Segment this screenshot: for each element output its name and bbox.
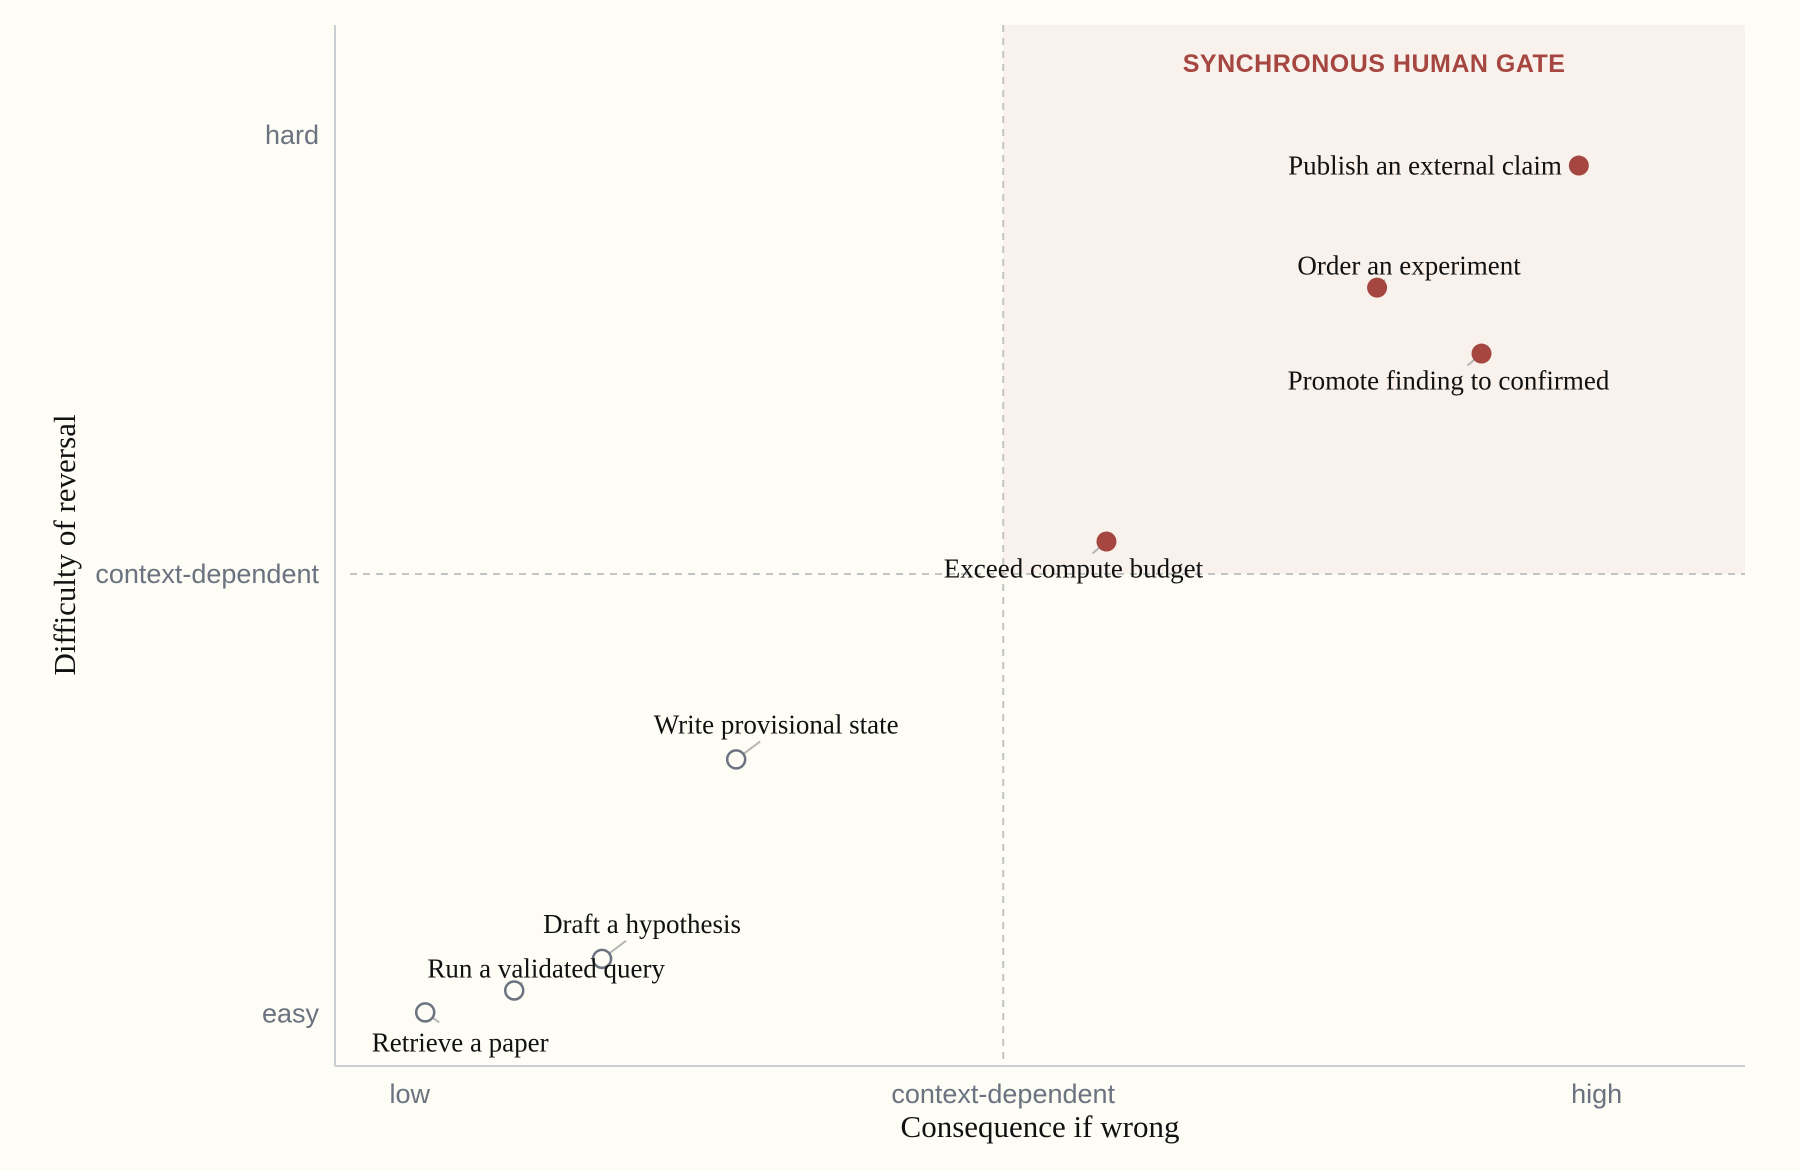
gated-point [1096,531,1117,552]
point-label: Exceed compute budget [944,554,1204,584]
gate-region-layer: SYNCHRONOUS HUMAN GATE [1003,25,1745,575]
threshold-lines [350,25,1745,1066]
gated-point [1471,343,1492,364]
data-points [414,155,1589,1023]
x-tick-label: context-dependent [891,1079,1115,1109]
x-axis-title: Consequence if wrong [901,1109,1180,1144]
ungated-point [503,980,525,1001]
y-axis-title: Difficulty of reversal [47,414,82,675]
point-label: Promote finding to confirmed [1288,366,1610,396]
ungated-point [591,948,613,970]
point-label: Retrieve a paper [372,1027,549,1057]
point-label: Run a validated query [427,953,665,983]
point-label: Order an experiment [1297,251,1521,281]
ungated-point [725,749,747,770]
point-label: Write provisional state [654,709,899,739]
y-tick-label: hard [265,120,319,150]
ungated-point [414,1002,436,1023]
x-tick-label: high [1571,1079,1622,1109]
gated-point [1568,155,1589,176]
gate-region [1003,25,1745,575]
y-tick-label: context-dependent [95,559,319,589]
point-label: Publish an external claim [1288,151,1562,181]
point-label: Draft a hypothesis [543,909,741,939]
y-tick-label: easy [262,998,320,1028]
axes [334,25,1745,1067]
gated-point [1367,277,1388,298]
x-tick-label: low [390,1079,431,1109]
gate-region-label: SYNCHRONOUS HUMAN GATE [1183,50,1566,78]
point-labels: Retrieve a paper Run a validated query Dra… [372,151,1610,1058]
tick-labels: low context-dependent high easy context-depe… [95,120,1622,1109]
